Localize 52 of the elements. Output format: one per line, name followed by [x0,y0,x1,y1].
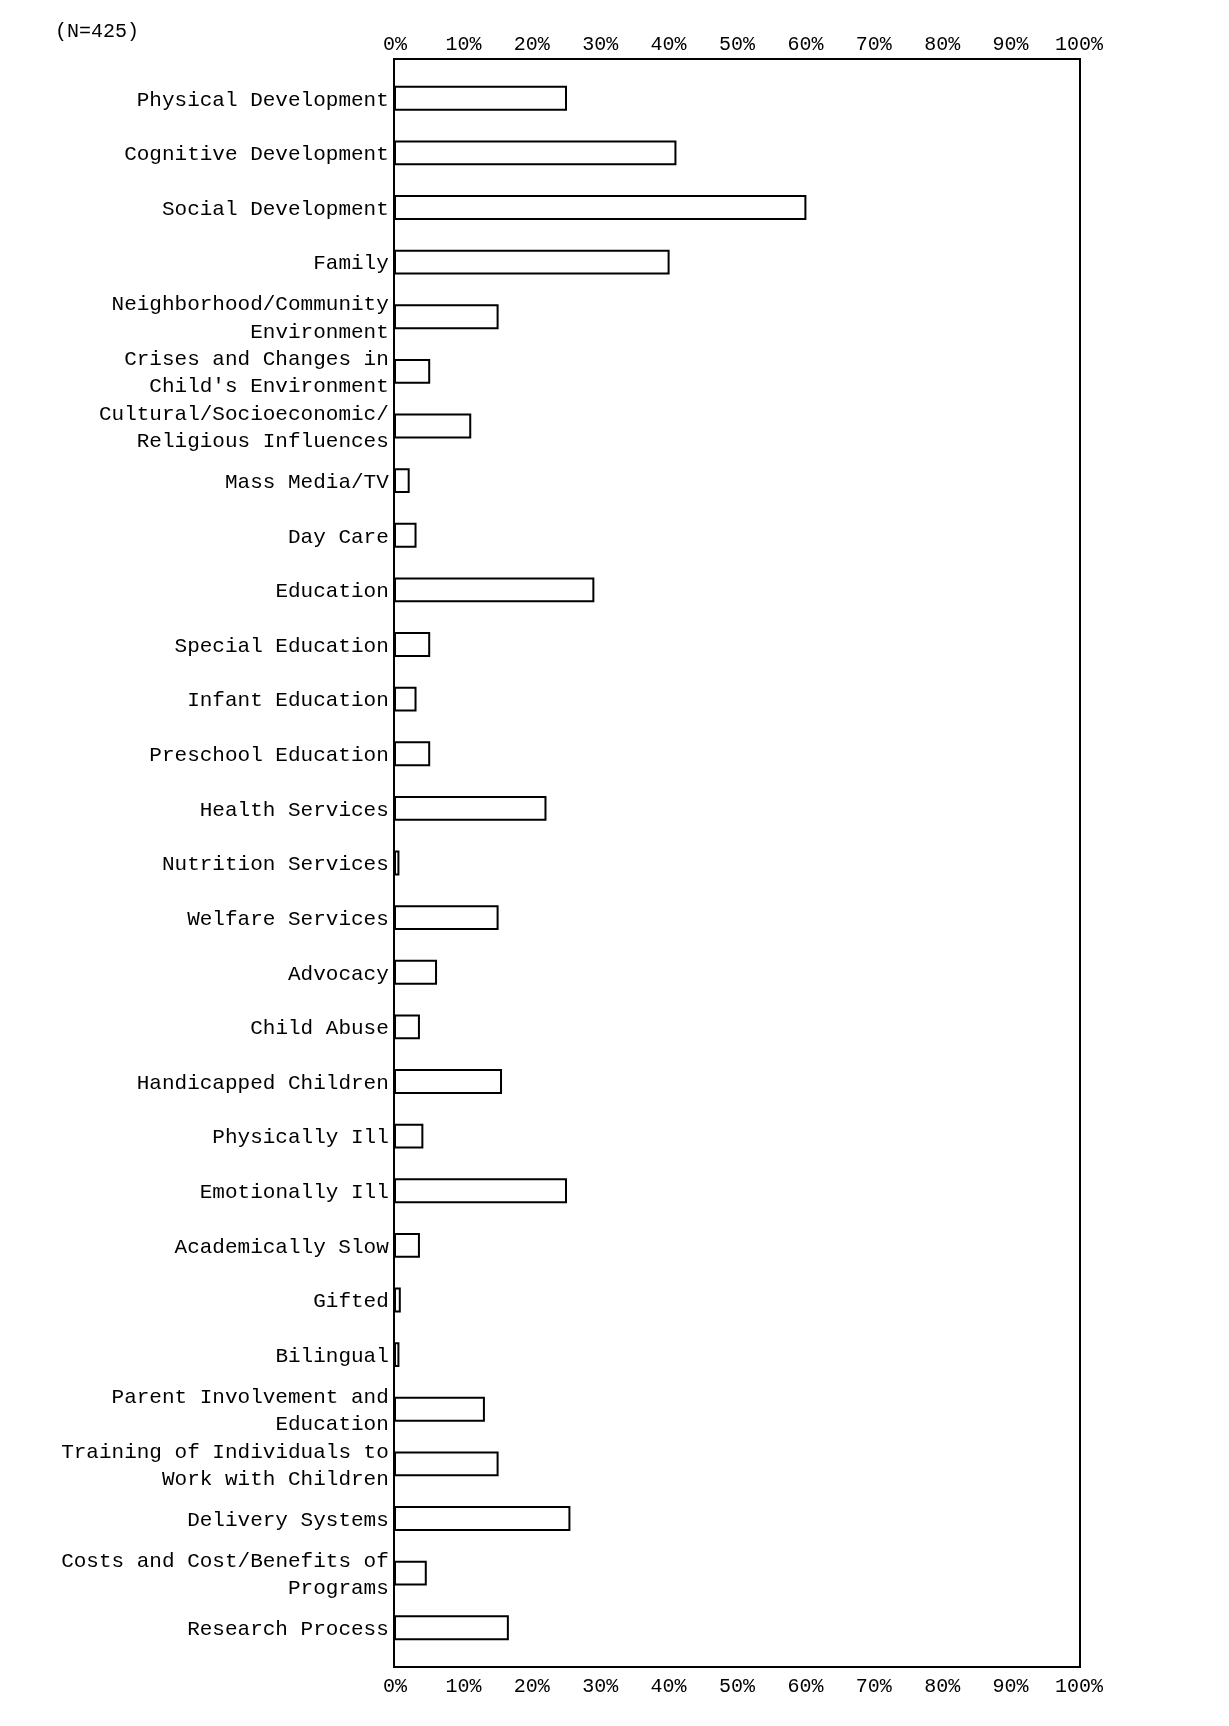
x2-tick-label: 30% [582,1675,620,1698]
y-tick-label: Physical Development [136,88,389,112]
y-tick-label: Mass Media/TV [224,470,390,494]
y-tick-label: Health Services [199,798,389,822]
x2-tick-label: 90% [992,1675,1030,1698]
x2-tick-label: 0% [382,1675,408,1698]
y-tick-label: Bilingual [275,1344,389,1368]
y-tick-label: Day Care [287,525,389,549]
x-tick-label: 30% [582,33,620,56]
y-tick-label: Emotionally Ill [199,1181,389,1205]
x2-tick-label: 60% [787,1675,825,1698]
x2-tick-label: 10% [445,1675,483,1698]
x-tick-label: 20% [513,33,551,56]
x2-tick-label: 20% [513,1675,551,1698]
y-tick-label: Handicapped Children [136,1071,389,1095]
y-tick-label: Gifted [313,1290,389,1314]
y-tick-label: Nutrition Services [161,853,389,877]
x2-tick-label: 70% [855,1675,893,1698]
x-tick-label: 50% [718,33,756,56]
x-tick-label: 60% [787,33,825,56]
y-tick-label: Academically Slow [174,1235,390,1259]
y-tick-label: Infant Education [187,689,389,713]
x-tick-label: 90% [992,33,1030,56]
x-tick-label: 0% [382,33,408,56]
x-tick-label: 40% [650,33,688,56]
y-tick-label: Child Abuse [250,1017,389,1041]
y-tick-label: Physically Ill [212,1126,389,1150]
y-tick-label: Advocacy [287,962,389,986]
text: (N=425) [55,20,140,43]
y-tick-label: Education [275,580,389,604]
x2-tick-label: 100% [1054,1675,1104,1698]
y-tick-label: Research Process [187,1618,389,1642]
y-tick-label: Cultural/Socioeconomic/ Religious Influences [98,402,389,453]
y-tick-label: Family [313,252,389,276]
x-tick-label: 100% [1054,33,1104,56]
x-tick-label: 80% [924,33,962,56]
x2-tick-label: 50% [718,1675,756,1698]
y-tick-label: Special Education [174,634,389,658]
y-tick-label: Crises and Changes in Child's Environment [124,348,389,399]
y-tick-label: Delivery Systems [187,1508,389,1532]
x-tick-label: 70% [855,33,893,56]
y-tick-label: Preschool Education [149,744,389,768]
x2-tick-label: 80% [924,1675,962,1698]
y-tick-label: Welfare Services [187,907,389,931]
x2-tick-label: 40% [650,1675,688,1698]
y-tick-label: Training of Individuals to Work with Children [61,1440,389,1491]
y-tick-label: Cognitive Development [124,143,389,167]
y-tick-label: Social Development [161,197,389,221]
y-tick-label: Costs and Cost/Benefits of Programs [61,1549,389,1601]
x-tick-label: 10% [445,33,483,56]
y-tick-label: Neighborhood/Community Environment [111,293,389,344]
y-tick-label: Parent Involvement and Education [111,1385,389,1437]
